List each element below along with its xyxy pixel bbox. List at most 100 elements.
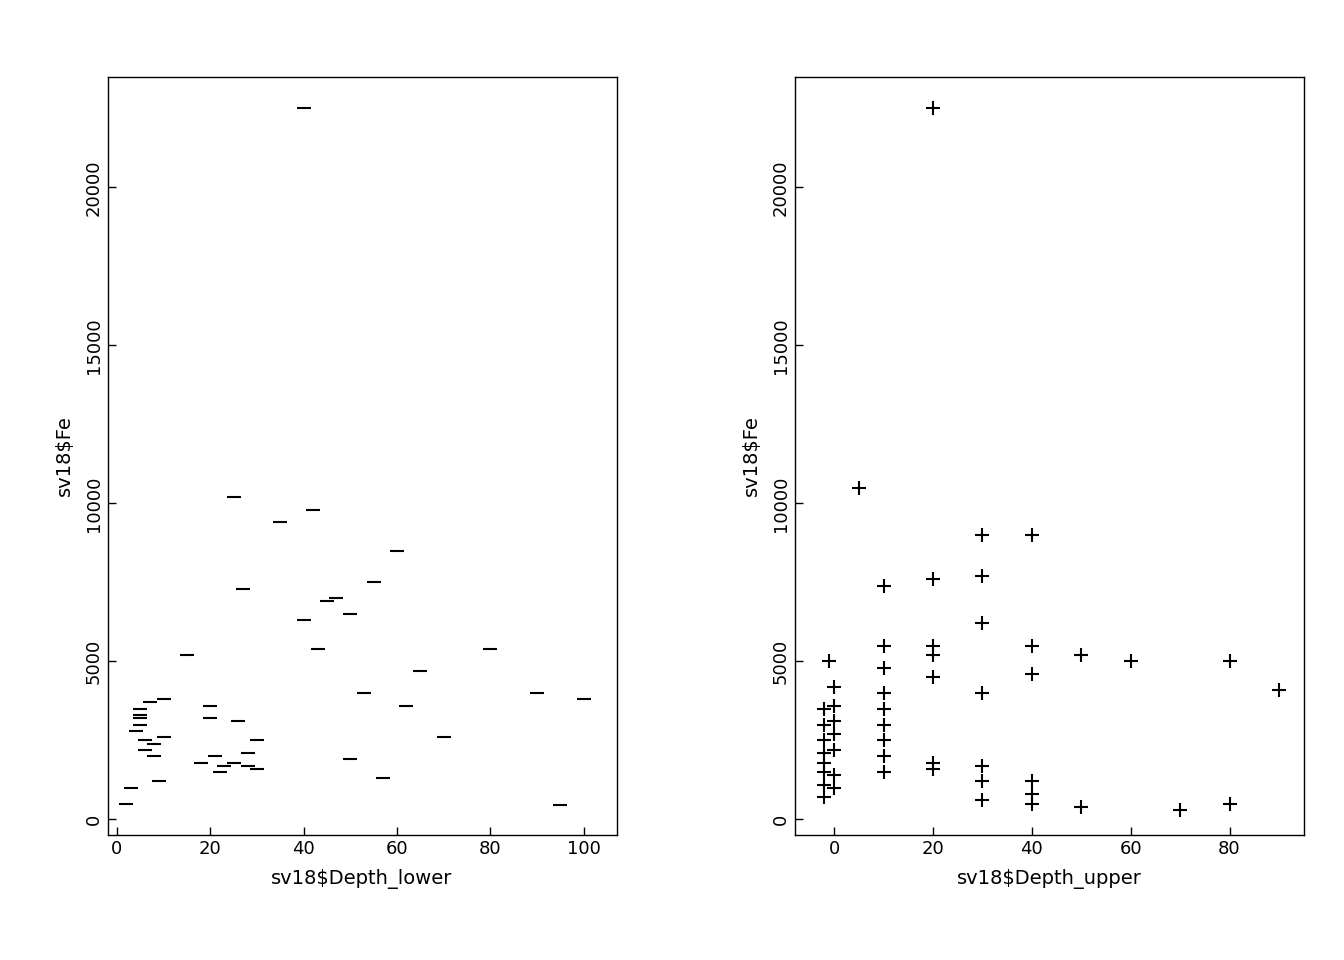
X-axis label: sv18$Depth_lower: sv18$Depth_lower [271, 869, 453, 889]
Point [872, 717, 894, 732]
Point [125, 723, 146, 738]
Point [129, 710, 151, 726]
Point [129, 701, 151, 716]
Point [270, 515, 292, 530]
Point [1169, 803, 1191, 818]
Point [922, 669, 943, 684]
Point [872, 749, 894, 764]
Point [824, 780, 845, 796]
Point [1021, 774, 1043, 789]
Point [246, 761, 267, 777]
Point [922, 761, 943, 777]
Point [872, 637, 894, 653]
Point [214, 758, 235, 774]
Point [1021, 786, 1043, 802]
Point [306, 641, 328, 657]
Point [153, 730, 175, 745]
Point [527, 685, 548, 701]
Point [922, 647, 943, 662]
Point [129, 717, 151, 732]
Point [922, 637, 943, 653]
Point [872, 685, 894, 701]
Point [148, 774, 169, 789]
Point [116, 796, 137, 811]
Point [208, 764, 230, 780]
Point [223, 490, 245, 505]
Point [153, 691, 175, 707]
Point [813, 717, 835, 732]
Point [433, 730, 454, 745]
Point [972, 685, 993, 701]
Point [824, 698, 845, 713]
Point [813, 764, 835, 780]
Point [872, 764, 894, 780]
Point [316, 593, 337, 609]
Point [922, 101, 943, 116]
Point [120, 780, 141, 796]
Point [1021, 637, 1043, 653]
Point [134, 732, 156, 748]
Point [1071, 647, 1093, 662]
Point [922, 571, 943, 587]
Point [129, 708, 151, 723]
Point [340, 752, 362, 767]
Y-axis label: sv18$Fe: sv18$Fe [55, 416, 74, 496]
Point [872, 701, 894, 716]
Point [872, 732, 894, 748]
Point [1219, 796, 1241, 811]
Point [824, 742, 845, 757]
Point [386, 543, 407, 559]
Point [813, 732, 835, 748]
Point [293, 612, 314, 628]
Point [972, 758, 993, 774]
Point [134, 742, 156, 757]
Point [848, 480, 870, 495]
Point [573, 691, 594, 707]
Point [1021, 527, 1043, 542]
Point [223, 755, 245, 770]
Point [922, 755, 943, 770]
Y-axis label: sv18$Fe: sv18$Fe [742, 416, 761, 496]
Point [972, 615, 993, 631]
Point [246, 732, 267, 748]
Point [813, 701, 835, 716]
Point [813, 755, 835, 770]
Point [824, 714, 845, 730]
Point [204, 749, 226, 764]
Point [1021, 666, 1043, 682]
Point [372, 771, 394, 786]
Point [972, 568, 993, 584]
Point [1219, 654, 1241, 669]
Point [550, 798, 571, 813]
Point [144, 736, 165, 752]
Point [813, 745, 835, 760]
Point [199, 698, 220, 713]
Point [972, 774, 993, 789]
Point [293, 101, 314, 116]
Point [138, 695, 160, 710]
Point [176, 647, 198, 662]
Point [480, 641, 501, 657]
Point [363, 575, 384, 590]
Point [824, 679, 845, 694]
Point [340, 607, 362, 622]
Point [190, 755, 211, 770]
Point [233, 581, 254, 596]
Point [872, 578, 894, 593]
Point [410, 663, 431, 679]
Point [972, 527, 993, 542]
Point [237, 745, 258, 760]
Point [972, 793, 993, 808]
Point [1120, 654, 1141, 669]
Point [1071, 799, 1093, 814]
Point [824, 727, 845, 742]
Point [227, 714, 249, 730]
Point [144, 749, 165, 764]
Point [818, 654, 840, 669]
Point [872, 660, 894, 676]
Point [813, 789, 835, 804]
X-axis label: sv18$Depth_upper: sv18$Depth_upper [957, 869, 1141, 889]
Point [395, 698, 417, 713]
Point [1269, 683, 1290, 698]
Point [813, 777, 835, 792]
